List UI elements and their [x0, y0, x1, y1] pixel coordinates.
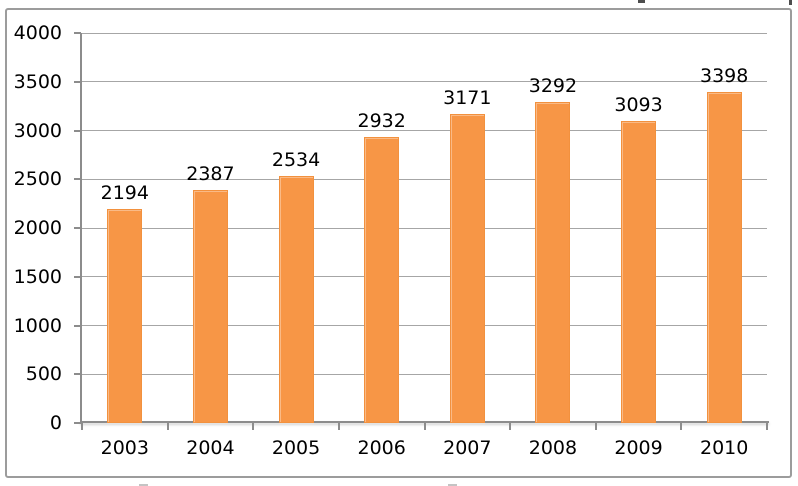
y-axis-tick [74, 324, 81, 327]
bar [706, 91, 742, 423]
bar-value-label: 3292 [528, 75, 578, 98]
bar-value-label: 3171 [443, 86, 492, 109]
gridline [82, 325, 767, 326]
x-axis-tick [766, 423, 768, 430]
cropped-text-fragment [789, 0, 792, 5]
bar [107, 209, 143, 423]
y-tick-label: 0 [49, 412, 62, 434]
x-tick-label: 2008 [528, 437, 578, 459]
bar-value-label: 2387 [186, 163, 235, 186]
y-axis-tick [74, 275, 81, 278]
x-tick-label: 2009 [614, 437, 663, 459]
gridline [82, 178, 767, 180]
y-tick-label: 3000 [13, 119, 62, 142]
gridline [82, 227, 767, 229]
x-axis-tick [594, 423, 597, 430]
x-tick-label: 2003 [100, 437, 149, 459]
x-axis-tick [423, 423, 426, 430]
x-axis-tick [680, 423, 683, 430]
y-axis-tick [74, 422, 81, 424]
bar [278, 175, 314, 423]
y-tick-label: 2000 [13, 217, 62, 239]
x-tick-label: 2006 [357, 437, 406, 459]
bar-value-label: 2932 [357, 110, 406, 133]
gridline [82, 81, 767, 83]
bar [364, 137, 400, 423]
bar [621, 121, 657, 423]
y-tick-label: 3500 [13, 70, 62, 93]
y-axis-tick [74, 32, 81, 34]
bar [449, 113, 485, 423]
y-axis-line [80, 33, 82, 423]
x-tick-label: 2010 [700, 437, 749, 459]
y-tick-label: 1500 [13, 265, 62, 288]
x-axis-tick [252, 423, 255, 430]
y-tick-label: 500 [25, 363, 62, 386]
x-axis-tick [509, 423, 512, 430]
y-tick-label: 1000 [13, 314, 62, 337]
y-axis-tick [74, 129, 81, 132]
y-axis-tick [74, 178, 81, 181]
x-axis-tick [337, 423, 340, 430]
x-tick-label: 2007 [443, 437, 492, 459]
cropped-text-fragment [139, 484, 148, 486]
bar-value-label: 2194 [100, 182, 149, 205]
x-axis-tick [166, 423, 169, 430]
cropped-text-fragment [638, 0, 645, 3]
y-axis-tick [74, 373, 81, 376]
bar [192, 190, 228, 423]
y-axis-tick [74, 80, 81, 83]
gridline [82, 373, 767, 375]
bar [535, 102, 571, 423]
y-tick-label: 2500 [13, 168, 62, 191]
bar-value-label: 3398 [700, 64, 749, 87]
y-axis-tick [74, 227, 81, 229]
bar-value-label: 2534 [271, 148, 321, 171]
gridline [82, 32, 767, 34]
cropped-text-fragment [448, 484, 457, 486]
gridline [82, 130, 767, 131]
y-tick-label: 4000 [13, 22, 62, 44]
bar-value-label: 3093 [614, 94, 663, 117]
x-tick-label: 2004 [186, 437, 235, 459]
plot-area [82, 32, 767, 423]
x-tick-label: 2005 [271, 437, 321, 459]
x-axis-line [80, 421, 769, 423]
gridline [82, 276, 767, 278]
x-axis-tick [81, 423, 83, 430]
